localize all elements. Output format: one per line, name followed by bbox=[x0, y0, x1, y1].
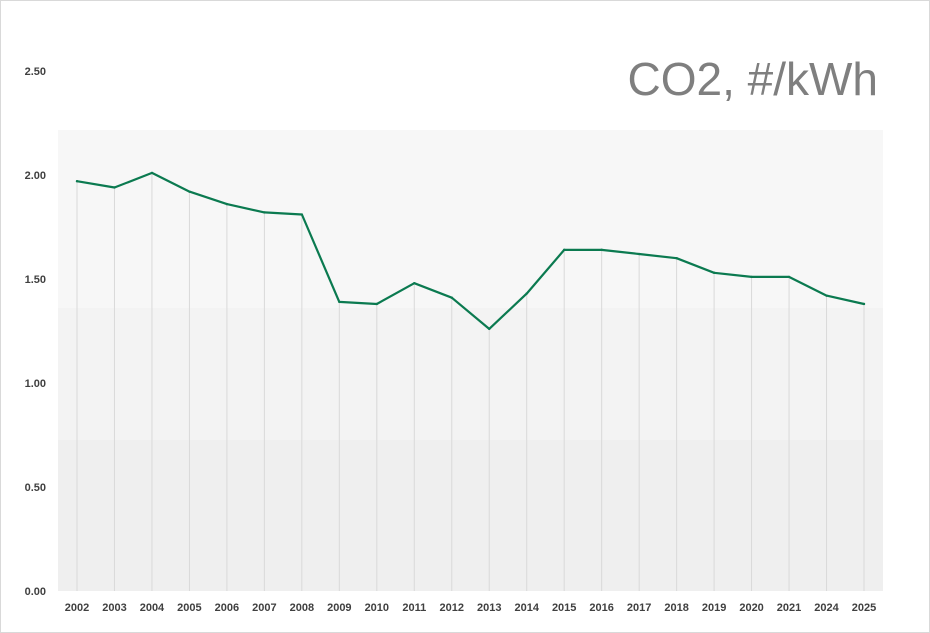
y-tick-label: 0.50 bbox=[25, 482, 46, 494]
x-tick-label: 2018 bbox=[664, 602, 688, 614]
x-tick-label: 2003 bbox=[102, 602, 126, 614]
data-point bbox=[825, 294, 828, 297]
data-point bbox=[787, 275, 791, 279]
plot-band-top bbox=[58, 130, 883, 308]
x-axis: 2002 2003 2004 2005 2006 2007 2008 2009 2010 2011… bbox=[65, 602, 876, 614]
x-tick-label: 2011 bbox=[402, 602, 426, 614]
data-point bbox=[225, 202, 229, 206]
data-point bbox=[300, 213, 304, 216]
data-point bbox=[525, 292, 528, 295]
y-tick-label: 1.50 bbox=[25, 274, 46, 286]
plot-band-bottom bbox=[58, 440, 883, 591]
data-point bbox=[113, 186, 116, 189]
x-tick-label: 2004 bbox=[140, 602, 165, 614]
x-tick-label: 2008 bbox=[290, 602, 314, 614]
data-point bbox=[450, 296, 453, 299]
x-tick-label: 2020 bbox=[739, 602, 763, 614]
plot-background bbox=[58, 130, 883, 591]
x-tick-label: 2017 bbox=[627, 602, 651, 614]
y-tick-label: 1.00 bbox=[25, 378, 46, 390]
x-tick-label: 2009 bbox=[327, 602, 351, 614]
y-tick-label: 2.00 bbox=[25, 170, 46, 182]
plot-band-middle bbox=[58, 308, 883, 440]
x-tick-label: 2007 bbox=[252, 602, 276, 614]
x-tick-label: 2002 bbox=[65, 602, 89, 614]
series-layer bbox=[75, 171, 866, 331]
x-tick-label: 2013 bbox=[477, 602, 501, 614]
x-tick-label: 2015 bbox=[552, 602, 576, 614]
data-point bbox=[712, 271, 716, 274]
x-tick-label: 2019 bbox=[702, 602, 726, 614]
data-point bbox=[263, 211, 266, 214]
data-point bbox=[188, 190, 191, 193]
data-point bbox=[75, 180, 79, 183]
vertical-gridlines bbox=[76, 172, 865, 591]
y-tick-label: 2.50 bbox=[25, 66, 46, 78]
x-tick-label: 2010 bbox=[365, 602, 389, 614]
chart-title: CO2, #/kWh bbox=[627, 53, 878, 105]
data-point bbox=[637, 252, 641, 256]
x-tick-label: 2012 bbox=[440, 602, 464, 614]
y-tick-label: 0.00 bbox=[25, 586, 46, 598]
data-point bbox=[413, 281, 416, 285]
data-point bbox=[862, 302, 866, 306]
data-point bbox=[750, 275, 753, 279]
x-tick-label: 2006 bbox=[215, 602, 239, 614]
data-point bbox=[488, 327, 491, 331]
data-point bbox=[675, 257, 678, 260]
x-tick-label: 2014 bbox=[514, 602, 539, 614]
y-axis: 0.00 0.50 1.00 1.50 2.00 2.50 bbox=[25, 66, 46, 598]
data-point bbox=[600, 248, 603, 252]
data-point bbox=[562, 248, 566, 252]
x-tick-label: 2021 bbox=[777, 602, 801, 614]
x-tick-label: 2024 bbox=[814, 602, 839, 614]
data-point bbox=[338, 300, 341, 304]
x-tick-label: 2005 bbox=[177, 602, 201, 614]
x-tick-label: 2025 bbox=[852, 602, 876, 614]
data-point bbox=[150, 171, 154, 175]
data-point bbox=[375, 302, 379, 306]
series-line bbox=[75, 171, 866, 330]
x-tick-label: 2016 bbox=[589, 602, 613, 614]
